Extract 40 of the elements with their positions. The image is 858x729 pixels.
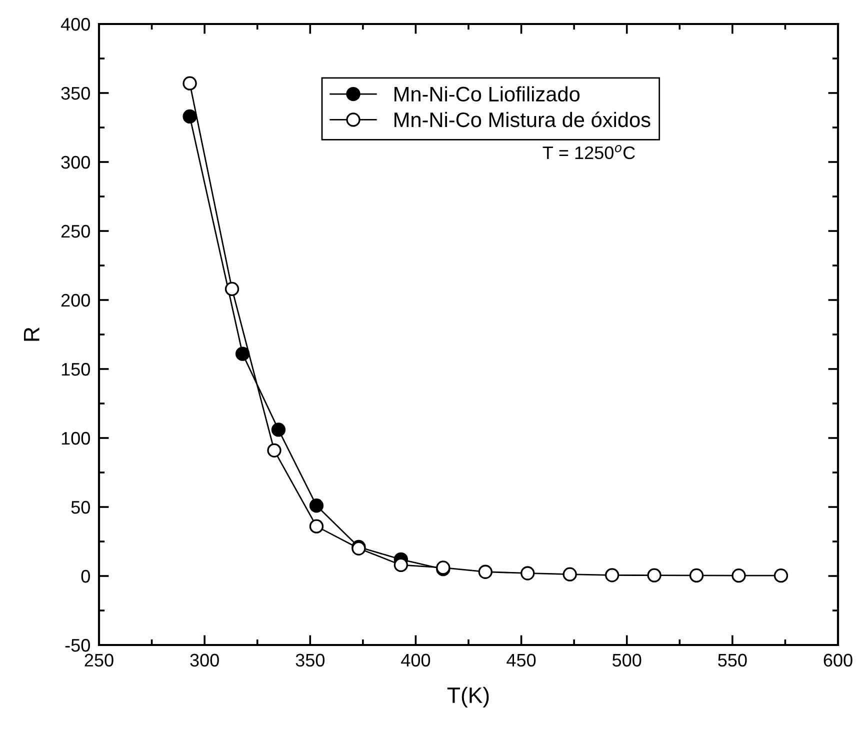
y-tick-label: 400	[60, 18, 90, 31]
y-tick-label: 250	[61, 224, 90, 238]
x-tick-label: 500	[612, 654, 642, 667]
point	[235, 346, 250, 361]
point	[267, 443, 282, 458]
legend-label: Mn-Ni-Co Liofilizado	[394, 86, 580, 102]
point	[182, 76, 197, 90]
point	[604, 568, 620, 582]
y-tick-label: 0	[81, 570, 90, 583]
annotation: T = 1250$^{o}$C	[542, 144, 635, 160]
point	[309, 498, 324, 513]
point	[182, 109, 197, 124]
x-tick-label: 350	[296, 654, 324, 667]
point	[647, 568, 662, 582]
x-tick-label: 600	[824, 654, 852, 667]
y-tick-label: 200	[61, 294, 90, 307]
point	[224, 282, 240, 296]
y-axis-title: R	[24, 328, 40, 341]
y-tick-label: 150	[62, 362, 90, 376]
x-tick-label: 250	[84, 654, 114, 667]
x-tick-label: 450	[506, 654, 536, 667]
point	[478, 564, 492, 579]
point	[394, 558, 408, 572]
point	[309, 519, 324, 534]
x-tick-label: 550	[718, 654, 747, 667]
x-axis-title: T(K)	[447, 686, 489, 708]
y-tick-label: -50	[65, 638, 90, 652]
y-tick-label: 100	[62, 432, 90, 445]
y-tick-label: 50	[71, 500, 90, 514]
point	[562, 567, 577, 582]
point	[271, 422, 286, 437]
point	[774, 568, 788, 583]
y-tick-label: 350	[61, 86, 90, 100]
x-tick-label: 400	[401, 654, 430, 667]
point	[689, 568, 704, 583]
legend-label: Mn-Ni-Co Mistura de óxidos	[394, 112, 650, 128]
point	[520, 566, 535, 580]
x-tick-label: 300	[190, 654, 219, 667]
point	[732, 568, 746, 583]
y-tick-label: 300	[61, 156, 90, 169]
